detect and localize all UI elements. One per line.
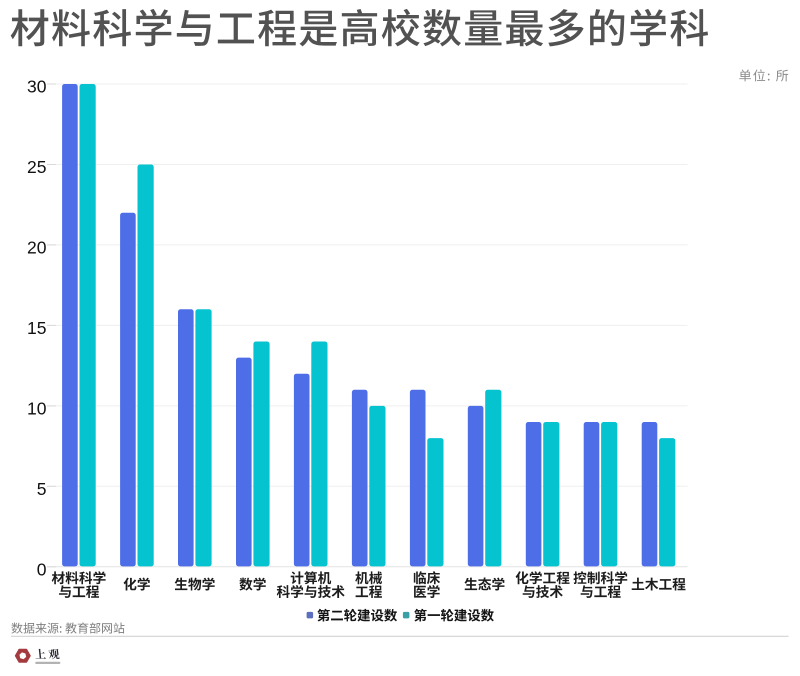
svg-text:5: 5 [37, 479, 47, 499]
svg-text:30: 30 [27, 77, 47, 97]
svg-text:15: 15 [27, 318, 46, 338]
svg-text:25: 25 [27, 157, 46, 177]
svg-text:10: 10 [27, 399, 47, 419]
svg-text:0: 0 [37, 559, 47, 579]
svg-text:20: 20 [27, 238, 47, 258]
